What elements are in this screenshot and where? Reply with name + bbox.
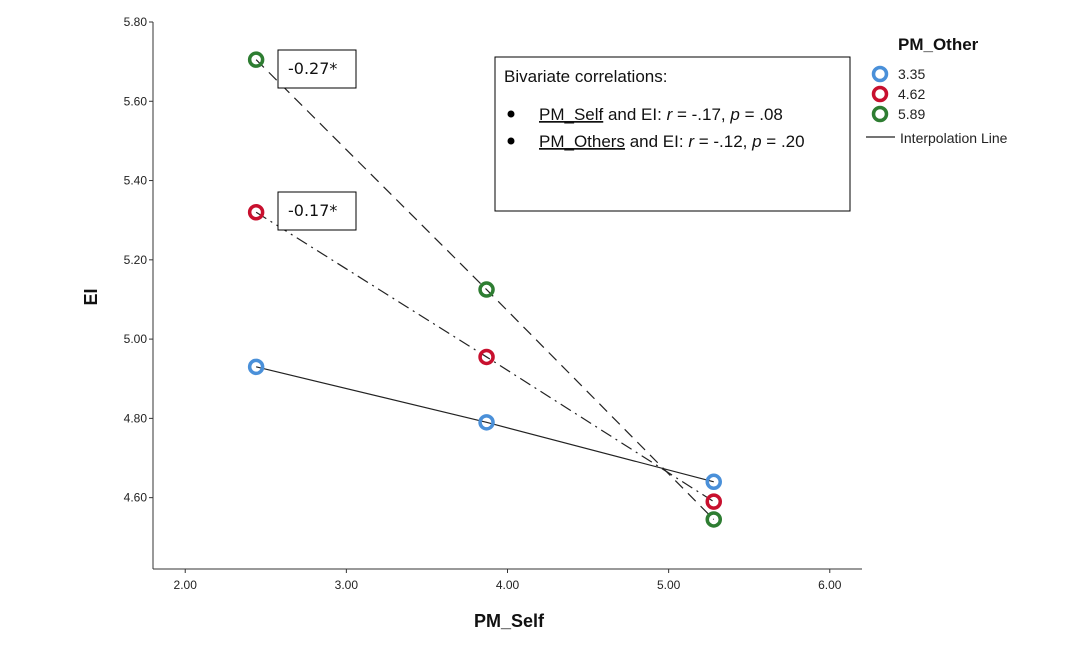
data-point-3.35-2: [705, 473, 723, 491]
legend-marker-5.89: [871, 105, 889, 123]
y-tick-label: 5.60: [124, 94, 148, 108]
x-tick-label: 6.00: [818, 578, 842, 592]
y-tick-label: 5.00: [124, 332, 148, 346]
series-line-5.89: [255, 59, 715, 520]
correlation-item-2: PM_Others and EI: r = -.12, p = .20: [539, 132, 805, 151]
series-lines: [255, 59, 715, 520]
correlation-heading: Bivariate correlations:: [504, 67, 667, 86]
data-point-4.62-2: [705, 493, 723, 510]
series-line-3.35: [255, 366, 714, 483]
x-tick-label: 2.00: [174, 578, 198, 592]
correlation-item-1-var: PM_Self: [539, 105, 604, 124]
annotation-box-1: -0.27*: [277, 49, 357, 89]
correlation-item-2-var: PM_Others: [539, 132, 625, 151]
correlation-text-box: Bivariate correlations: PM_Self and EI: …: [494, 56, 851, 212]
x-tick-label: 4.00: [496, 578, 520, 592]
legend: PM_Other 3.35 4.62 5.89 Interpolation Line: [866, 35, 1008, 146]
annotation-label-2: -0.17*: [288, 201, 337, 220]
series-points: [247, 51, 723, 528]
y-tick-label: 5.80: [124, 15, 148, 29]
annotation-label-1: -0.27*: [288, 59, 337, 78]
data-point-5.89-2: [705, 511, 723, 528]
bullet-2: [507, 137, 515, 145]
y-tick-group: 4.60 4.80 5.00 5.20 5.40 5.60 5.80: [124, 15, 153, 505]
legend-entries: 3.35 4.62 5.89: [871, 65, 925, 123]
data-point-4.62-0: [247, 204, 265, 221]
y-tick-label: 4.60: [124, 491, 148, 505]
y-tick-label: 5.20: [124, 253, 148, 267]
data-point-5.89-1: [478, 281, 495, 298]
legend-marker-4.62: [871, 85, 889, 103]
y-axis-title: EI: [81, 288, 101, 305]
y-tick-label: 4.80: [124, 411, 148, 425]
correlation-item-1: PM_Self and EI: r = -.17, p = .08: [539, 105, 783, 124]
data-point-3.35-1: [478, 414, 495, 431]
y-tick-label: 5.40: [124, 174, 148, 188]
x-tick-group: 2.00 3.00 4.00 5.00 6.00: [174, 569, 842, 592]
legend-label-5.89: 5.89: [898, 106, 925, 122]
legend-interpolation-label: Interpolation Line: [900, 130, 1008, 146]
series-line-4.62: [255, 211, 715, 503]
legend-label-3.35: 3.35: [898, 66, 925, 82]
legend-marker-3.35: [871, 65, 889, 83]
data-point-3.35-0: [247, 358, 265, 376]
bullet-1: [507, 110, 515, 118]
legend-label-4.62: 4.62: [898, 86, 925, 102]
x-tick-label: 5.00: [657, 578, 681, 592]
x-axis-title: PM_Self: [474, 611, 545, 631]
data-point-4.62-1: [478, 348, 495, 366]
data-point-5.89-0: [247, 51, 265, 68]
x-tick-label: 3.00: [335, 578, 359, 592]
annotation-box-2: -0.17*: [277, 191, 357, 231]
legend-title: PM_Other: [898, 35, 979, 54]
